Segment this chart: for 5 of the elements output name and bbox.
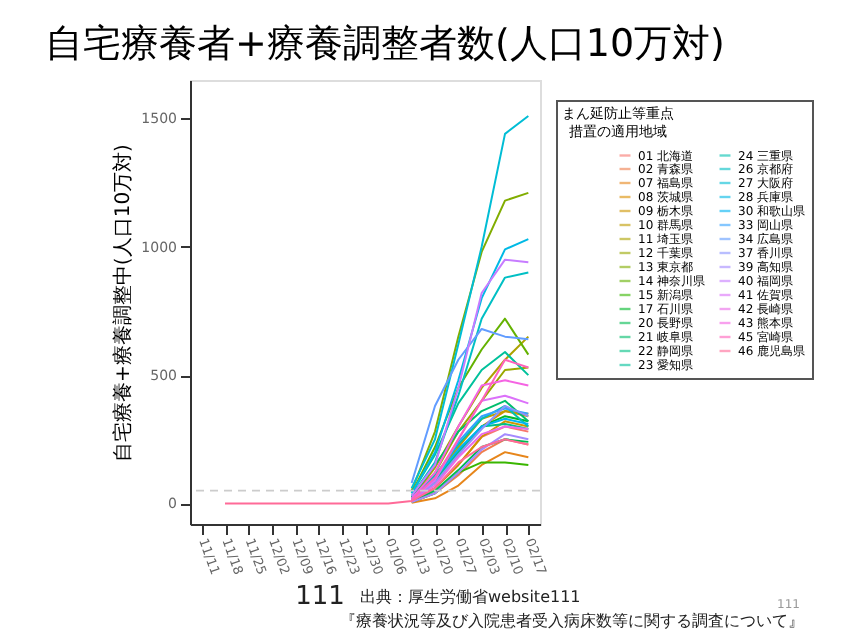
text: 111 (295, 582, 345, 612)
chart-title: 自宅療養者+療養調整者数(人口10万対) (45, 22, 725, 66)
source-note: 出典：厚生労働省website111 (360, 588, 581, 606)
y-axis-title: 自宅療養+療養調整中(人口10万対) (111, 143, 136, 462)
text: 『療養状況等及び入院患者受入病床数等に関する調査について』 (340, 612, 804, 630)
